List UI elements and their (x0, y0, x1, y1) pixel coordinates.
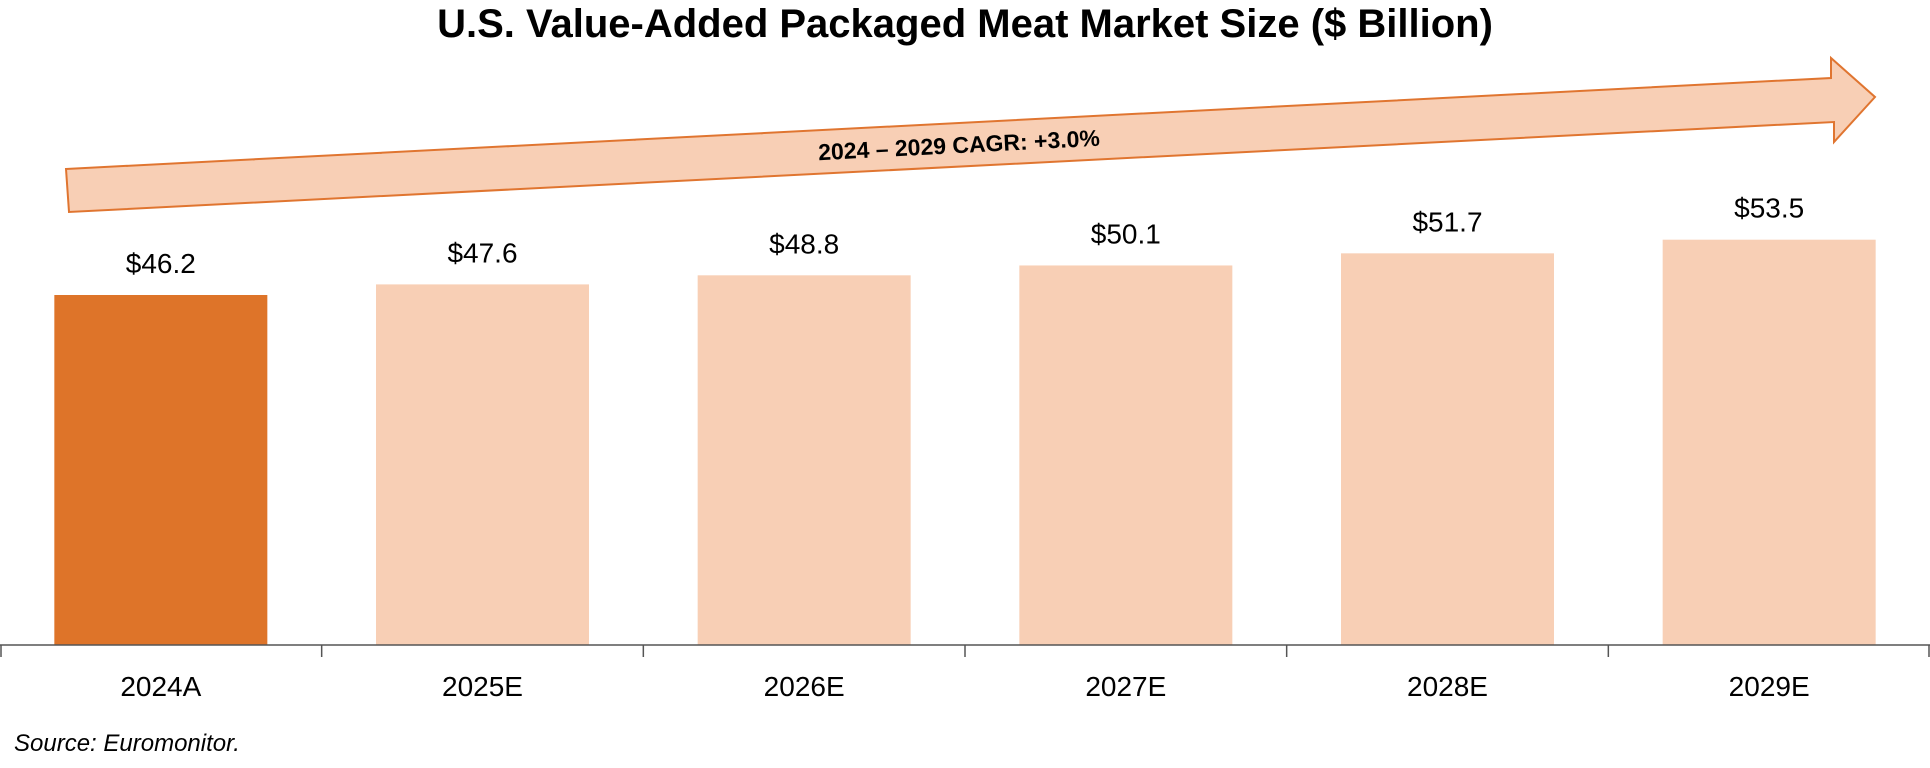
x-tick-label: 2028E (1407, 671, 1488, 702)
x-tick-label: 2025E (442, 671, 523, 702)
bar-2028E (1341, 253, 1554, 646)
bar-2025E (376, 284, 589, 645)
bar-2029E (1662, 239, 1876, 646)
x-tick-label: 2029E (1729, 671, 1810, 702)
bar-2027E (1019, 265, 1233, 645)
value-label: $48.8 (769, 228, 839, 259)
value-label: $51.7 (1412, 206, 1482, 237)
value-label: $46.2 (126, 248, 196, 279)
cagr-arrow (64, 55, 1877, 214)
x-tick-label: 2026E (764, 671, 845, 702)
x-tick-label: 2024A (120, 671, 201, 702)
chart-title: U.S. Value-Added Packaged Meat Market Si… (437, 2, 1493, 46)
bar-2024A (54, 295, 268, 645)
source-note: Source: Euromonitor. (14, 730, 240, 757)
x-tick-label: 2027E (1085, 671, 1166, 702)
value-label: $53.5 (1734, 193, 1804, 224)
value-label: $50.1 (1091, 218, 1161, 249)
value-label: $47.6 (447, 237, 517, 268)
bar-2026E (697, 275, 911, 645)
